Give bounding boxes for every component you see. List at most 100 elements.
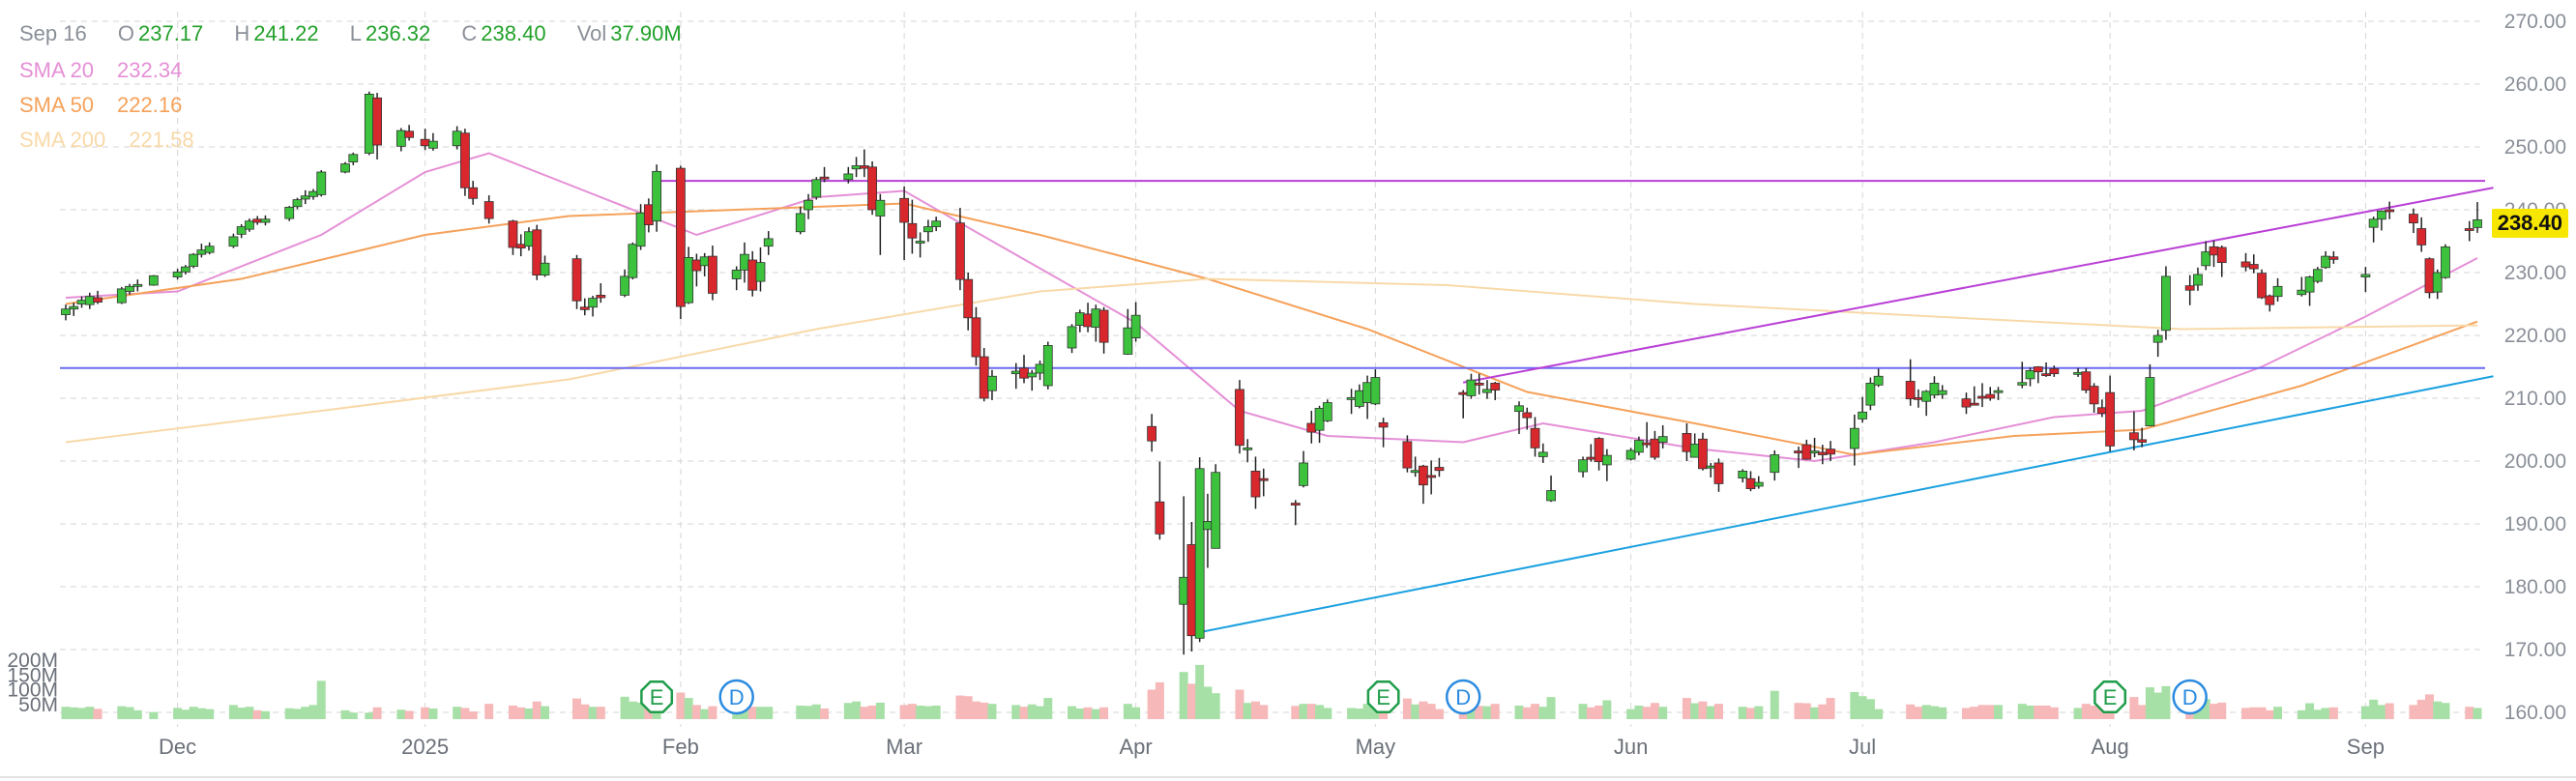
candle-body	[2089, 386, 2099, 405]
candle	[1290, 500, 1301, 526]
candle-body	[907, 222, 918, 239]
candle-body	[1194, 468, 1205, 639]
candle	[1698, 432, 1708, 471]
volume-bar	[2369, 699, 2379, 719]
candle-body	[468, 187, 479, 199]
open-key: O	[117, 21, 134, 45]
volume-bar	[93, 709, 102, 719]
volume-bar	[2217, 702, 2227, 719]
volume-bar	[61, 707, 71, 719]
volume-bar	[1921, 705, 1931, 719]
candle-body	[1466, 379, 1477, 396]
candle-body	[228, 236, 239, 247]
candle-body	[189, 253, 199, 267]
volume-bar	[572, 698, 582, 719]
candle-body	[1713, 462, 1724, 484]
candle	[1250, 456, 1261, 509]
trend-line	[1463, 187, 2494, 384]
candle-body	[69, 305, 79, 310]
candle-body	[1019, 367, 1029, 379]
candle	[1179, 496, 1189, 655]
candle-body	[1474, 382, 1484, 386]
volume-bar	[1810, 707, 1820, 719]
candle-body	[1235, 389, 1244, 447]
candle	[316, 170, 327, 197]
candle	[2128, 411, 2139, 450]
candle	[460, 129, 470, 196]
candle	[643, 198, 654, 233]
volume-bar	[1027, 704, 1037, 719]
candle	[2209, 240, 2219, 268]
candle-body	[1402, 441, 1413, 469]
volume-bar	[2416, 699, 2426, 719]
candle	[348, 152, 359, 165]
volume-bar	[691, 705, 701, 719]
candle-body	[1937, 390, 1947, 395]
volume-bar	[1315, 705, 1325, 719]
candle-body	[1738, 470, 1748, 478]
volume-bar	[132, 709, 142, 719]
volume-bar	[811, 704, 821, 719]
earnings-label: E	[650, 685, 664, 709]
candle-body	[515, 244, 526, 249]
candle	[196, 244, 207, 258]
candle	[2360, 267, 2371, 293]
candle-body	[1625, 449, 1636, 460]
candle-body	[1482, 389, 1492, 393]
candle-body	[1522, 412, 1533, 419]
volume-bar	[628, 701, 637, 719]
volume-bar	[2201, 699, 2210, 719]
candle-body	[204, 246, 215, 253]
volume-bar	[1075, 709, 1085, 719]
candle-body	[1601, 454, 1612, 466]
candle	[1633, 436, 1644, 456]
candle	[1578, 456, 1588, 477]
candle-body	[922, 226, 933, 233]
candle-body	[84, 296, 95, 305]
candle	[1243, 439, 1253, 463]
candle-body	[483, 201, 494, 219]
candle-body	[2377, 210, 2386, 220]
dividend-label: D	[2182, 685, 2198, 709]
candle-body	[93, 297, 102, 303]
volume-bar	[1865, 699, 1875, 719]
volume-bar	[1698, 701, 1708, 719]
candle-body	[2385, 209, 2395, 213]
candle	[1594, 437, 1604, 471]
candle-body	[675, 167, 686, 307]
sma20-value: 232.34	[117, 58, 183, 82]
candle-body	[2152, 334, 2163, 343]
volume-bar	[1938, 707, 1947, 719]
candle	[708, 246, 717, 301]
candle-body	[2145, 377, 2155, 426]
candle	[955, 208, 965, 291]
candle-body	[2201, 251, 2211, 267]
candle-body	[1458, 391, 1469, 395]
candle-body	[61, 308, 71, 315]
candle	[1194, 457, 1205, 643]
candle-body	[148, 275, 159, 286]
candle-body	[596, 294, 606, 299]
time-tick-label: Jun	[1614, 735, 1648, 759]
volume-bar	[852, 701, 862, 719]
volume-bar	[1906, 704, 1916, 719]
candle-body	[427, 140, 438, 149]
candle	[236, 223, 247, 239]
candle-body	[364, 94, 374, 154]
volume-bar	[755, 707, 765, 719]
volume-bar	[1434, 709, 1444, 719]
volume-bar	[1595, 705, 1604, 719]
candle	[1706, 462, 1716, 477]
volume-bar	[1531, 704, 1540, 719]
candle-body	[340, 163, 350, 173]
time-tick-label: Apr	[1119, 735, 1152, 759]
candle-body	[1905, 381, 1916, 400]
volume-bar	[1690, 703, 1700, 719]
candle-body	[2424, 258, 2435, 294]
volume-bar	[843, 703, 853, 719]
candle-body	[1985, 393, 1996, 399]
candle-body	[1426, 475, 1437, 478]
volume-bar	[1347, 708, 1357, 719]
candle	[1914, 389, 1923, 408]
candle-body	[915, 241, 925, 244]
